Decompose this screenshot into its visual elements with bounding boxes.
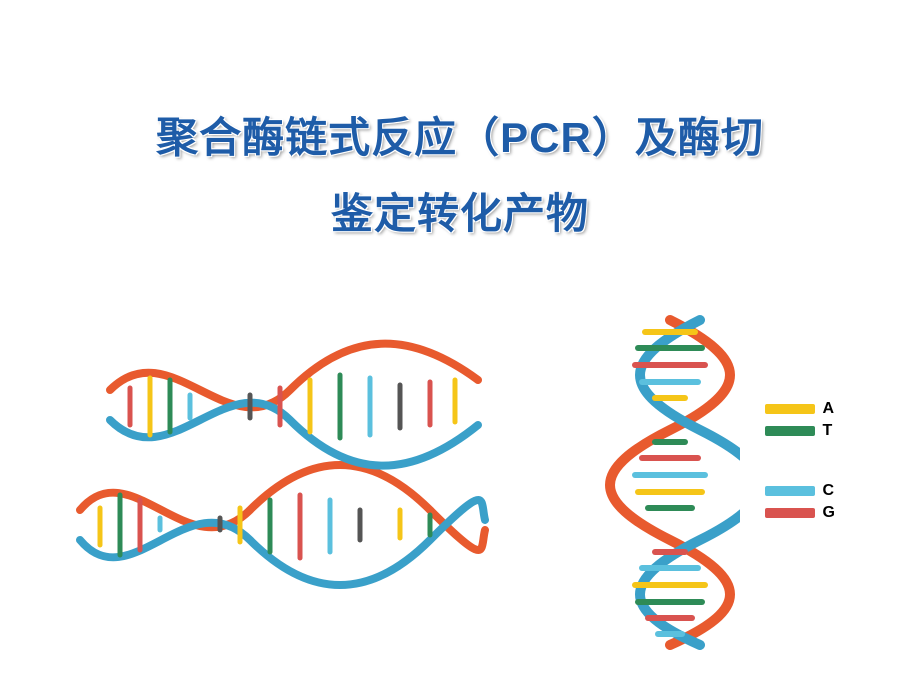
- legend-label: T: [823, 422, 833, 440]
- dna-unwinding-illustration: [70, 330, 490, 590]
- title-line-2: 鉴定转化产物: [0, 176, 920, 252]
- legend-swatch: [765, 486, 815, 496]
- base-pair-legend: A T C G: [765, 400, 835, 526]
- legend-item-a: A: [765, 400, 835, 418]
- legend-label: G: [823, 504, 835, 522]
- title-line-1: 聚合酶链式反应（PCR）及酶切: [0, 100, 920, 176]
- slide-title: 聚合酶链式反应（PCR）及酶切 鉴定转化产物: [0, 100, 920, 251]
- legend-label: C: [823, 482, 835, 500]
- legend-item-c: C: [765, 482, 835, 500]
- legend-item-g: G: [765, 504, 835, 522]
- legend-swatch: [765, 426, 815, 436]
- legend-label: A: [823, 400, 835, 418]
- legend-swatch: [765, 404, 815, 414]
- legend-swatch: [765, 508, 815, 518]
- legend-item-t: T: [765, 422, 835, 440]
- dna-double-helix-illustration: [600, 310, 740, 650]
